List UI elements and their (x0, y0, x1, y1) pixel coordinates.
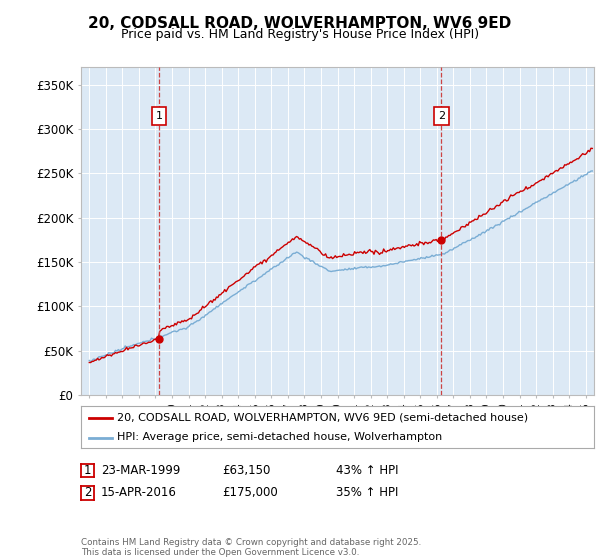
Text: 20, CODSALL ROAD, WOLVERHAMPTON, WV6 9ED: 20, CODSALL ROAD, WOLVERHAMPTON, WV6 9ED (88, 16, 512, 31)
Text: Price paid vs. HM Land Registry's House Price Index (HPI): Price paid vs. HM Land Registry's House … (121, 28, 479, 41)
Text: 2: 2 (438, 111, 445, 121)
Text: £175,000: £175,000 (222, 486, 278, 500)
Text: 20, CODSALL ROAD, WOLVERHAMPTON, WV6 9ED (semi-detached house): 20, CODSALL ROAD, WOLVERHAMPTON, WV6 9ED… (117, 413, 528, 423)
Text: 1: 1 (155, 111, 163, 121)
Text: 2: 2 (84, 486, 91, 500)
Text: 15-APR-2016: 15-APR-2016 (101, 486, 176, 500)
Text: 1: 1 (84, 464, 91, 477)
Text: £63,150: £63,150 (222, 464, 271, 477)
Text: Contains HM Land Registry data © Crown copyright and database right 2025.
This d: Contains HM Land Registry data © Crown c… (81, 538, 421, 557)
Text: 35% ↑ HPI: 35% ↑ HPI (336, 486, 398, 500)
Text: 43% ↑ HPI: 43% ↑ HPI (336, 464, 398, 477)
Text: HPI: Average price, semi-detached house, Wolverhampton: HPI: Average price, semi-detached house,… (117, 432, 442, 442)
Text: 23-MAR-1999: 23-MAR-1999 (101, 464, 180, 477)
